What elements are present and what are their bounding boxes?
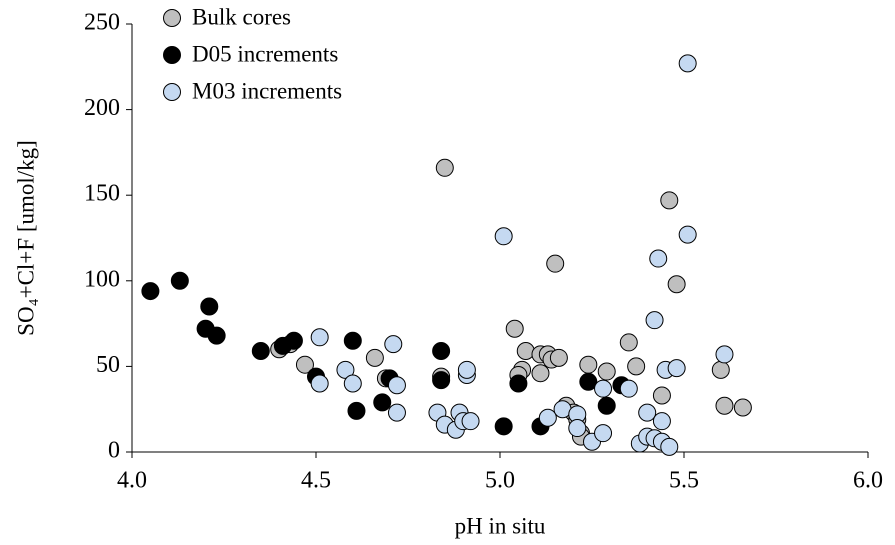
data-point [207, 326, 226, 345]
data-point [336, 360, 355, 379]
legend-label: Bulk cores [192, 4, 291, 29]
data-point [678, 54, 697, 73]
data-point [594, 379, 613, 398]
data-point [667, 275, 686, 294]
x-tick-label: 6.0 [853, 468, 883, 494]
data-point [343, 331, 362, 350]
y-tick-label: 200 [84, 95, 120, 121]
data-point [660, 191, 679, 210]
y-tick-label: 150 [84, 181, 120, 207]
x-tick-label: 4.5 [301, 468, 331, 494]
data-point [667, 359, 686, 378]
data-point [170, 271, 189, 290]
x-tick-label: 5.5 [669, 468, 699, 494]
data-point [579, 372, 598, 391]
data-point [200, 297, 219, 316]
x-tick-label: 4.0 [117, 468, 147, 494]
data-point [251, 341, 270, 360]
y-tick-label: 100 [84, 266, 120, 292]
data-point [384, 335, 403, 354]
data-point [387, 376, 406, 395]
data-point [652, 386, 671, 405]
data-point [579, 355, 598, 374]
data-point [645, 311, 664, 330]
data-point [310, 328, 329, 347]
legend-marker [163, 46, 181, 64]
data-point [432, 371, 451, 390]
data-point [660, 437, 679, 456]
data-point [457, 360, 476, 379]
legend-marker [163, 9, 181, 27]
data-point [627, 357, 646, 376]
y-tick-label: 250 [84, 10, 120, 36]
data-point [509, 374, 528, 393]
data-point [284, 331, 303, 350]
data-point [594, 424, 613, 443]
data-point [678, 225, 697, 244]
data-point [733, 398, 752, 417]
data-point [494, 417, 513, 436]
data-point [432, 341, 451, 360]
data-point [310, 374, 329, 393]
data-point [461, 412, 480, 431]
legend-label: D05 increments [192, 41, 338, 66]
data-point [711, 360, 730, 379]
data-point [715, 396, 734, 415]
data-point [435, 158, 454, 177]
data-point [494, 227, 513, 246]
y-axis-label: SO₄+Cl+F [umol/kg] [13, 140, 38, 336]
data-point [549, 348, 568, 367]
x-axis-label: pH in situ [455, 513, 546, 538]
data-point [365, 348, 384, 367]
data-point [649, 249, 668, 268]
x-tick-label: 5.0 [485, 468, 515, 494]
data-point [619, 333, 638, 352]
legend-label: M03 increments [192, 78, 342, 103]
data-point [597, 396, 616, 415]
data-point [343, 374, 362, 393]
y-tick-label: 0 [108, 438, 120, 464]
data-point [652, 412, 671, 431]
data-point [619, 379, 638, 398]
data-point [538, 408, 557, 427]
data-point [373, 393, 392, 412]
data-point [141, 282, 160, 301]
y-tick-label: 50 [96, 352, 120, 378]
data-point [531, 364, 550, 383]
data-point [546, 254, 565, 273]
data-point [516, 341, 535, 360]
legend-marker [163, 83, 181, 101]
data-point [295, 355, 314, 374]
data-point [597, 362, 616, 381]
data-point [505, 319, 524, 338]
data-point [638, 403, 657, 422]
data-point [568, 419, 587, 438]
data-point [715, 345, 734, 364]
data-point [387, 403, 406, 422]
data-point [347, 401, 366, 420]
